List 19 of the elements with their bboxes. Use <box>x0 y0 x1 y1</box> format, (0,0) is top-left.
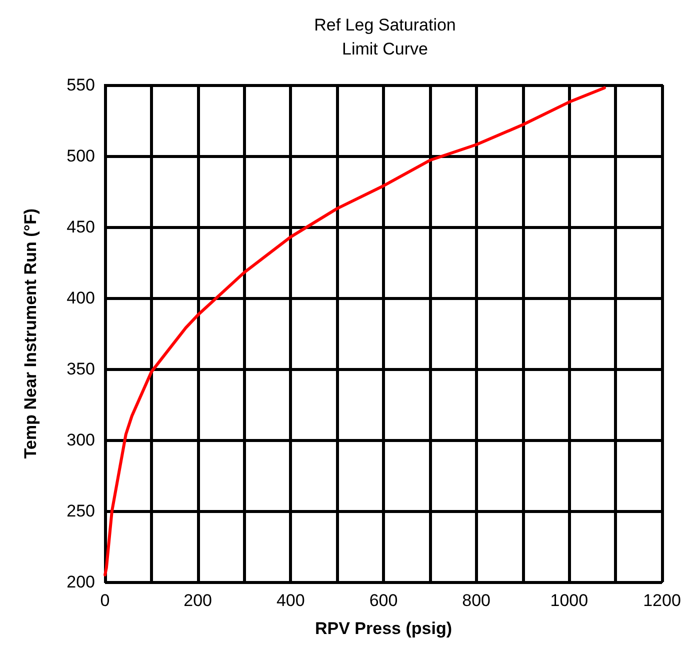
y-tick-label: 550 <box>66 76 95 94</box>
y-tick-label: 250 <box>66 502 95 520</box>
x-tick-label: 0 <box>100 591 110 610</box>
x-tick-label: 400 <box>276 591 305 610</box>
y-tick-label: 200 <box>66 572 95 592</box>
y-tick-label: 400 <box>66 288 95 308</box>
y-tick-label: 450 <box>66 218 95 236</box>
y-tick-label: 500 <box>66 146 95 166</box>
x-axis-title: RPV Press (psig) <box>315 619 452 638</box>
x-tick-label: 1000 <box>550 591 588 610</box>
y-tick-label: 350 <box>66 360 95 378</box>
line-series <box>104 86 606 576</box>
y-axis-title: Temp Near Instrument Run (°F) <box>21 208 40 459</box>
chart-title: Ref Leg Saturation Limit Curve <box>314 16 456 58</box>
x-tick-label: 600 <box>369 591 398 610</box>
y-tick-label: 300 <box>66 430 95 450</box>
x-tick-label: 1200 <box>643 591 681 610</box>
x-tick-label: 200 <box>184 591 212 610</box>
x-tick-label: 800 <box>462 591 491 610</box>
